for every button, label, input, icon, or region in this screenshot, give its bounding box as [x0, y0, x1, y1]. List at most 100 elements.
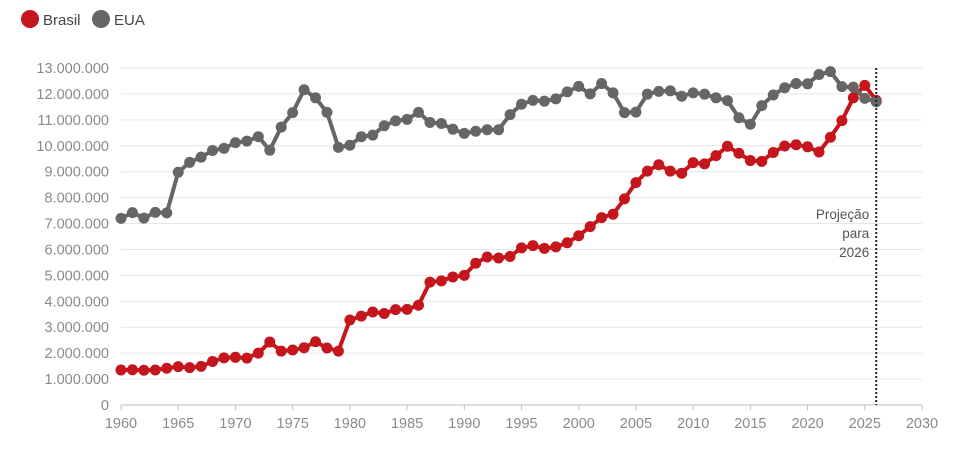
point-brasil[interactable] [767, 147, 779, 159]
point-eua[interactable] [435, 117, 447, 129]
point-eua[interactable] [824, 66, 836, 78]
point-eua[interactable] [664, 85, 676, 97]
point-brasil[interactable] [367, 306, 379, 318]
point-brasil[interactable] [252, 347, 264, 359]
point-eua[interactable] [550, 93, 562, 105]
point-brasil[interactable] [401, 303, 413, 315]
point-brasil[interactable] [161, 362, 173, 374]
point-eua[interactable] [447, 123, 459, 135]
point-brasil[interactable] [424, 276, 436, 288]
point-brasil[interactable] [298, 342, 310, 354]
point-eua[interactable] [493, 124, 505, 136]
point-brasil[interactable] [596, 212, 608, 224]
point-eua[interactable] [115, 212, 127, 224]
point-brasil[interactable] [275, 345, 287, 357]
point-brasil[interactable] [676, 167, 688, 179]
point-eua[interactable] [184, 156, 196, 168]
point-eua[interactable] [424, 116, 436, 128]
point-brasil[interactable] [435, 275, 447, 287]
point-brasil[interactable] [481, 251, 493, 263]
point-eua[interactable] [744, 118, 756, 130]
point-eua[interactable] [481, 124, 493, 136]
point-eua[interactable] [138, 212, 150, 224]
point-brasil[interactable] [699, 158, 711, 170]
point-brasil[interactable] [721, 140, 733, 152]
point-eua[interactable] [367, 129, 379, 141]
point-eua[interactable] [195, 151, 207, 163]
point-eua[interactable] [584, 88, 596, 100]
point-brasil[interactable] [859, 79, 871, 91]
point-brasil[interactable] [344, 314, 356, 326]
point-brasil[interactable] [687, 157, 699, 169]
point-brasil[interactable] [115, 364, 127, 376]
point-eua[interactable] [321, 106, 333, 118]
point-eua[interactable] [538, 95, 550, 107]
point-brasil[interactable] [390, 304, 402, 316]
point-eua[interactable] [413, 106, 425, 118]
point-eua[interactable] [779, 82, 791, 94]
point-eua[interactable] [618, 107, 630, 119]
point-eua[interactable] [229, 137, 241, 149]
point-brasil[interactable] [413, 299, 425, 311]
point-eua[interactable] [161, 207, 173, 219]
point-brasil[interactable] [126, 364, 138, 376]
point-brasil[interactable] [516, 242, 527, 254]
point-brasil[interactable] [802, 141, 814, 153]
point-brasil[interactable] [561, 237, 573, 249]
point-brasil[interactable] [321, 342, 333, 354]
point-brasil[interactable] [218, 352, 230, 364]
point-brasil[interactable] [310, 336, 322, 348]
point-eua[interactable] [676, 90, 688, 102]
point-brasil[interactable] [458, 269, 470, 281]
point-eua[interactable] [470, 125, 482, 137]
point-eua[interactable] [596, 78, 608, 90]
point-brasil[interactable] [241, 352, 253, 364]
point-eua[interactable] [802, 78, 814, 90]
point-brasil[interactable] [641, 165, 653, 177]
point-eua[interactable] [767, 89, 779, 101]
point-brasil[interactable] [664, 165, 676, 177]
point-eua[interactable] [790, 78, 802, 90]
point-brasil[interactable] [287, 344, 299, 356]
point-eua[interactable] [527, 94, 539, 106]
point-brasil[interactable] [470, 257, 482, 269]
point-eua[interactable] [401, 113, 413, 125]
point-eua[interactable] [733, 112, 745, 124]
point-brasil[interactable] [195, 360, 207, 372]
legend-item-eua[interactable]: EUA [92, 10, 145, 29]
point-brasil[interactable] [607, 208, 619, 220]
point-eua[interactable] [207, 144, 219, 156]
point-brasil[interactable] [813, 146, 825, 158]
point-eua[interactable] [378, 120, 390, 132]
point-brasil[interactable] [744, 155, 756, 167]
point-eua[interactable] [504, 109, 516, 121]
point-eua[interactable] [298, 84, 310, 96]
point-eua[interactable] [149, 206, 161, 218]
point-brasil[interactable] [710, 150, 722, 162]
point-eua[interactable] [287, 107, 299, 119]
point-brasil[interactable] [527, 240, 539, 252]
point-eua[interactable] [310, 92, 322, 104]
point-eua[interactable] [653, 85, 665, 97]
point-eua[interactable] [172, 166, 184, 178]
point-brasil[interactable] [207, 355, 219, 367]
point-eua[interactable] [630, 106, 642, 118]
point-brasil[interactable] [493, 252, 505, 264]
point-eua[interactable] [355, 131, 367, 143]
point-brasil[interactable] [138, 364, 150, 376]
point-eua[interactable] [721, 95, 733, 107]
point-brasil[interactable] [790, 139, 802, 151]
point-eua[interactable] [344, 139, 356, 151]
point-brasil[interactable] [836, 115, 848, 127]
point-brasil[interactable] [355, 310, 367, 322]
point-eua[interactable] [458, 127, 470, 139]
point-eua[interactable] [332, 141, 344, 153]
point-eua[interactable] [710, 92, 722, 104]
point-brasil[interactable] [756, 155, 768, 167]
point-eua[interactable] [218, 142, 230, 154]
point-brasil[interactable] [584, 221, 596, 233]
point-eua[interactable] [859, 92, 871, 104]
point-eua[interactable] [390, 115, 402, 127]
point-brasil[interactable] [847, 92, 859, 104]
point-eua[interactable] [847, 81, 859, 93]
